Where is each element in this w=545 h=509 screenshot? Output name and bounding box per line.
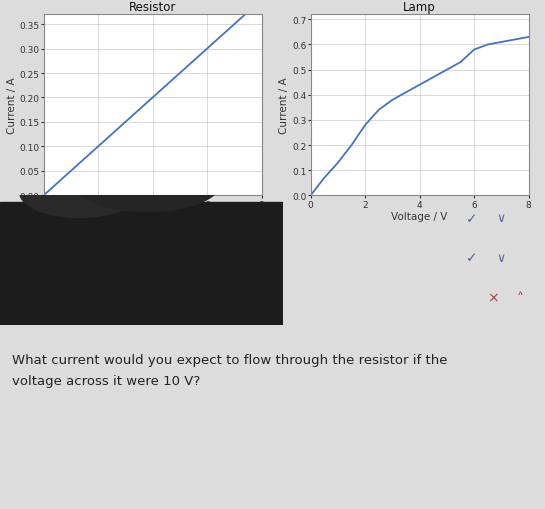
Y-axis label: Current / A: Current / A: [280, 77, 289, 134]
Text: ✓: ✓: [465, 250, 477, 265]
Text: ˄: ˄: [517, 291, 524, 305]
Title: Lamp: Lamp: [403, 1, 436, 14]
Text: Resistance at 10V: Resistance at 10V: [84, 292, 190, 305]
Text: What current would you expect to flow through the resistor if the
voltage across: What current would you expect to flow th…: [12, 354, 447, 388]
X-axis label: Voltage / V: Voltage / V: [124, 212, 181, 222]
X-axis label: Voltage / V: Voltage / V: [391, 212, 448, 222]
Ellipse shape: [74, 154, 221, 212]
Title: Resistor: Resistor: [129, 1, 176, 14]
Text: ∨: ∨: [497, 251, 506, 264]
Y-axis label: Current / A: Current / A: [7, 77, 16, 134]
Text: ✓: ✓: [465, 211, 477, 225]
Text: Part C: Part C: [12, 292, 48, 305]
Text: ×: ×: [487, 291, 499, 305]
Text: ∨: ∨: [497, 212, 506, 225]
Ellipse shape: [20, 168, 139, 218]
